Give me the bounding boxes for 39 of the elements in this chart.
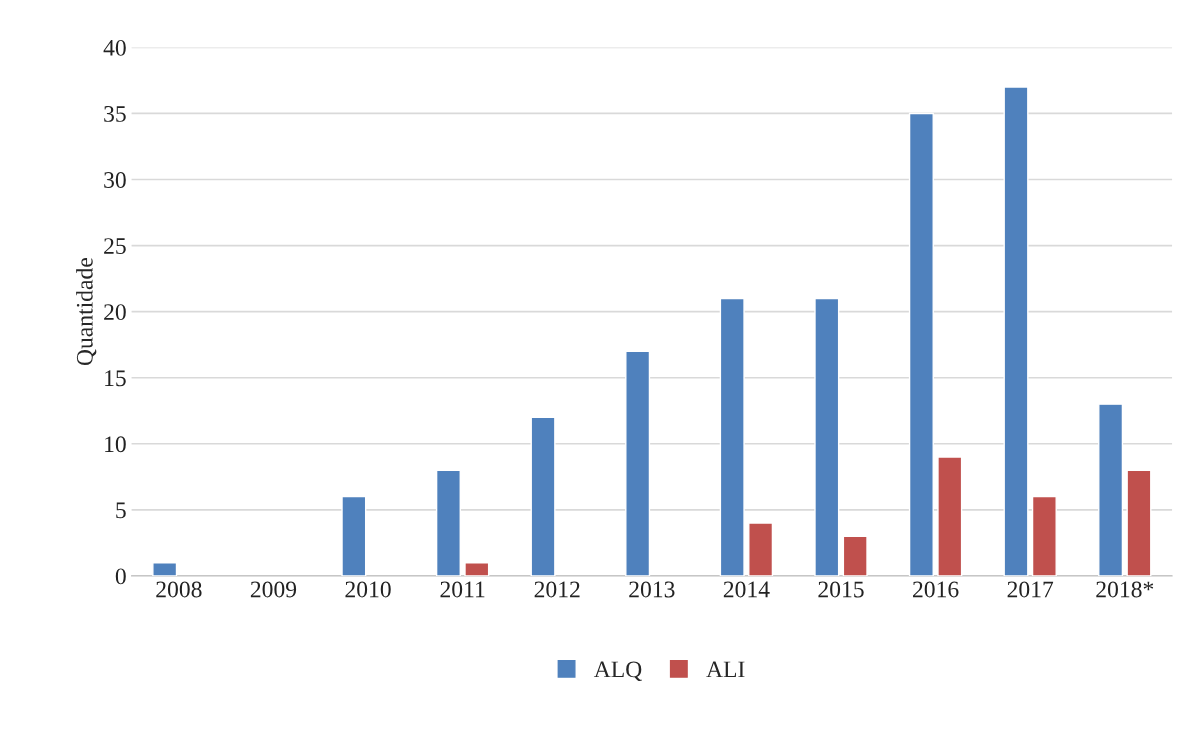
x-tick-label: 2015 [818,581,864,598]
x-tick-label: 2018* [1096,581,1154,598]
bar [748,522,774,576]
bar [625,350,651,576]
bar [842,535,868,576]
legend-label: ALI [706,661,745,678]
x-tick-label: 2008 [156,581,202,598]
x-tick-label: 2009 [250,581,297,598]
bar [814,297,840,576]
bar [1003,86,1029,576]
x-tick-label: 2012 [534,581,580,598]
y-tick-label: 25 [104,238,126,255]
y-tick-label: 35 [104,106,126,122]
bar [1126,469,1152,576]
x-tick-label: 2014 [723,581,770,598]
y-axis-title: Quantidade [76,258,97,366]
bar [152,562,178,576]
bar [341,495,367,576]
bar [530,416,556,576]
y-tick-label: 15 [105,370,126,387]
bar [464,562,490,576]
bar [937,456,963,576]
y-tick-label: 20 [104,304,126,321]
x-tick-label: 2013 [629,581,675,598]
bar [1031,495,1057,576]
bar [719,297,745,576]
y-tick-label: 10 [105,436,126,453]
x-tick-label: 2017 [1007,581,1054,598]
y-tick-label: 0 [115,568,126,585]
bar [435,469,461,576]
legend-label: ALQ [593,661,642,681]
y-tick-label: 30 [104,172,126,188]
y-tick-label: 5 [116,502,126,519]
bar [908,112,934,576]
x-tick-label: 2010 [345,581,391,598]
bar [1098,403,1124,576]
y-tick-label: 40 [103,39,126,56]
x-tick-label: 2011 [440,581,485,598]
x-tick-label: 2016 [913,581,959,598]
